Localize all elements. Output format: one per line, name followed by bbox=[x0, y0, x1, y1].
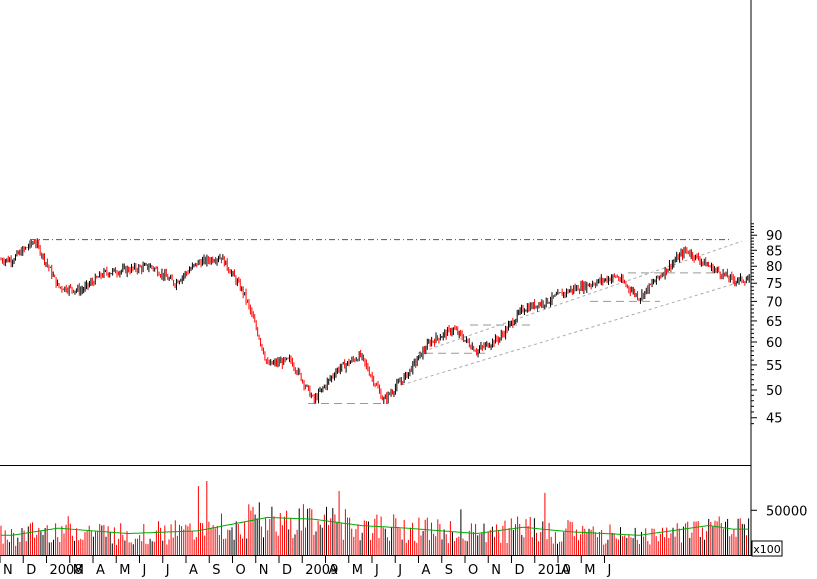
month-label: S bbox=[212, 563, 220, 578]
volume-unit-label: x100 bbox=[753, 543, 781, 556]
month-label: D bbox=[282, 563, 292, 578]
month-label: A bbox=[561, 563, 570, 578]
month-label: S bbox=[445, 563, 453, 578]
price-tick-label: 70 bbox=[766, 295, 783, 310]
chart-frame bbox=[0, 0, 752, 556]
month-label: A bbox=[329, 563, 338, 578]
price-candles bbox=[0, 238, 750, 404]
month-label: A bbox=[422, 563, 431, 578]
reference-lines bbox=[30, 239, 743, 405]
month-label: J bbox=[165, 563, 170, 578]
month-label: O bbox=[236, 563, 246, 578]
month-label: N bbox=[259, 563, 269, 578]
month-label: J bbox=[607, 563, 612, 578]
price-tick-label: 55 bbox=[766, 359, 783, 374]
price-panel bbox=[0, 238, 750, 405]
trend-channel-line bbox=[401, 281, 743, 386]
price-tick-label: 90 bbox=[766, 229, 783, 244]
month-label: D bbox=[26, 563, 36, 578]
month-label: A bbox=[189, 563, 198, 578]
month-label: N bbox=[3, 563, 13, 578]
month-label: 2008 bbox=[50, 563, 83, 578]
volume-moving-average bbox=[1, 516, 749, 536]
month-label: J bbox=[142, 563, 147, 578]
price-tick-label: 45 bbox=[766, 412, 783, 427]
month-label: D bbox=[515, 563, 525, 578]
month-label: J bbox=[397, 563, 402, 578]
price-tick-label: 80 bbox=[766, 260, 783, 275]
month-label: M bbox=[352, 563, 363, 578]
volume-axis: x100 50000 bbox=[751, 504, 807, 557]
month-label: 2010 bbox=[538, 563, 571, 578]
price-tick-label: 50 bbox=[766, 384, 783, 399]
month-label: M bbox=[119, 563, 130, 578]
month-label: N bbox=[491, 563, 501, 578]
price-tick-label: 85 bbox=[766, 244, 783, 259]
month-label: O bbox=[468, 563, 478, 578]
volume-unit-box bbox=[751, 540, 783, 557]
month-label: M bbox=[73, 563, 84, 578]
month-label: M bbox=[584, 563, 595, 578]
month-label: A bbox=[96, 563, 105, 578]
price-tick-label: 65 bbox=[766, 315, 783, 330]
price-tick-label: 75 bbox=[766, 277, 783, 292]
volume-panel bbox=[0, 480, 750, 555]
month-label: J bbox=[374, 563, 379, 578]
month-label: 2009 bbox=[305, 563, 338, 578]
volume-tick-label: 50000 bbox=[766, 504, 807, 519]
price-tick-label: 60 bbox=[766, 336, 783, 351]
